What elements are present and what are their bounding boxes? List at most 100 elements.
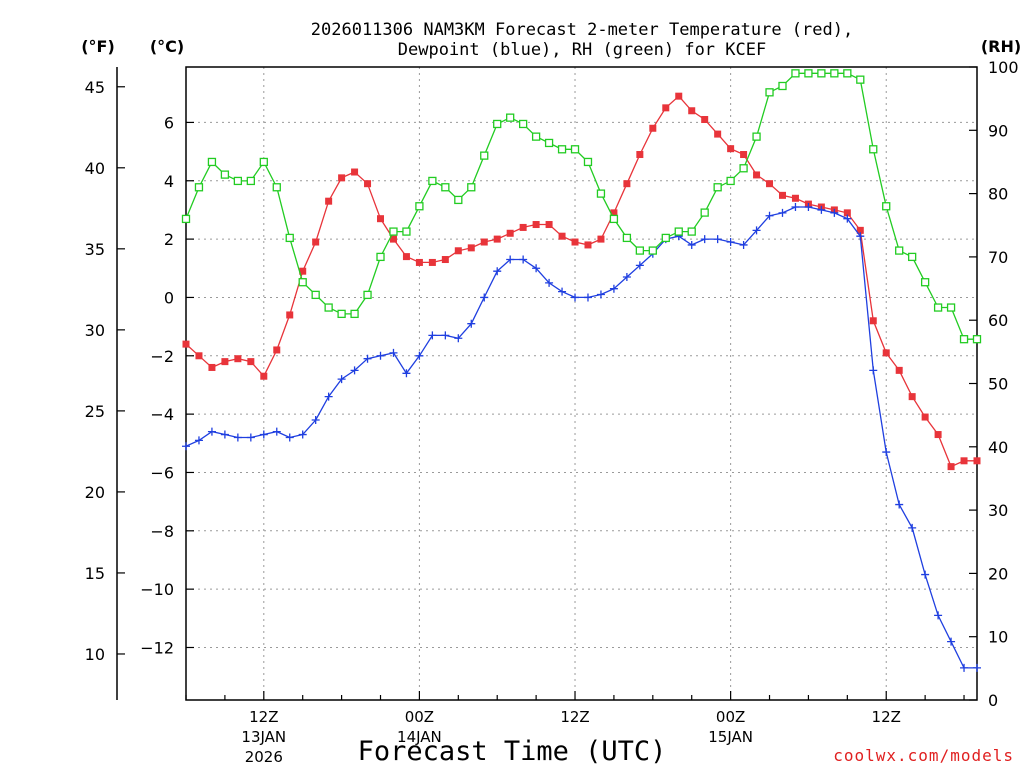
fahrenheit-tick-label: 10 [85,645,105,664]
time-tick-label: 00Z [405,708,434,726]
chart-title-line-2: Dewpoint (blue), RH (green) for KCEF [398,40,766,60]
dewpoint-point [791,203,800,212]
temperature-point [597,235,605,243]
dewpoint-point [337,375,346,384]
temperature-point [454,247,462,255]
dewpoint-point [311,415,320,424]
rh-tick-label: 30 [988,501,1008,520]
temperature-point [701,116,709,124]
temperature-point [195,352,203,360]
temperature-point [519,223,527,231]
rh-point [661,233,670,243]
rh-point [233,176,243,186]
time-tick-label: 00Z [716,708,745,726]
fahrenheit-tick-label: 25 [85,402,105,421]
rh-point [415,202,424,211]
dewpoint-point [480,293,489,302]
time-tick-label: 12Z [872,708,901,726]
rh-point [544,138,554,148]
unit-label-rh: (RH) [981,37,1021,56]
celsius-tick-label: 0 [164,288,174,307]
rh-point [402,227,411,236]
dewpoint-point [324,392,333,401]
rh-point [933,303,943,312]
rh-point [843,69,852,78]
temperature-point [649,124,657,132]
rh-point [817,69,826,78]
temperature-point [714,130,722,138]
dewpoint-point [558,287,567,296]
temperature-point [325,197,333,205]
temperature-point [973,457,981,465]
rh-point [895,246,904,255]
temperature-point [338,174,346,182]
temperature-point [960,457,968,465]
celsius-tick-label: 2 [164,230,174,249]
temperature-point [688,107,696,115]
temperature-point [247,358,255,366]
temperature-point [545,221,553,229]
dewpoint-point [363,354,372,363]
rh-point [207,157,217,167]
fahrenheit-tick-label: 45 [85,78,105,97]
rh-tick-label: 0 [988,691,998,710]
temperature-point [662,104,670,112]
rh-point [441,183,450,192]
temperature-point [947,463,955,471]
rh-point [648,246,657,255]
temperature-point [908,393,916,401]
series-rh [181,69,982,344]
rh-point [493,119,502,129]
dewpoint-point [739,240,748,249]
temperature-point [895,366,903,374]
dewpoint-point [415,351,424,360]
rh-point [609,214,619,224]
rh-tick-label: 10 [988,628,1008,647]
grid-lines [186,67,977,700]
dewpoint-point [506,255,515,264]
celsius-tick-label: −4 [150,405,174,424]
temperature-point [623,180,631,188]
temperature-point [273,346,281,354]
celsius-tick-label: −6 [150,463,174,482]
temperature-point [286,311,294,319]
chart-title-line-1: 2026011306 NAM3KM Forecast 2-meter Tempe… [311,20,853,40]
temperature-point [415,258,423,266]
rh-point [259,157,268,167]
rh-point [518,119,528,129]
time-date-label: 13JAN [241,728,286,746]
rh-tick-label: 70 [988,248,1008,267]
temperature-point [208,363,216,371]
dewpoint-point [947,637,956,646]
dewpoint-point [778,208,787,217]
dewpoint-point [389,348,398,357]
rh-tick-label: 90 [988,121,1008,140]
temperature-point [753,171,761,179]
rh-point [557,145,567,154]
dewpoint-point [830,208,839,217]
temperature-point [493,235,501,243]
temperature-point [934,431,942,439]
dewpoint-point [207,427,216,436]
temperature-point [364,180,372,188]
temperature-point [260,372,268,380]
rh-point [804,69,813,78]
temperature-point [299,267,307,275]
dewpoint-point [908,523,917,532]
temperature-point [377,215,385,223]
temperature-point [584,241,592,249]
rh-point [570,145,580,154]
rh-point [908,252,917,262]
temperature-point [856,226,864,234]
temperature-point [727,145,735,153]
temperature-point [234,355,242,363]
temperature-point [869,317,877,325]
temperature-point [441,256,449,264]
rh-point [531,132,541,141]
rh-point [700,208,709,217]
unit-label-celsius: (°C) [150,37,184,56]
rh-point [791,69,800,78]
celsius-tick-label: −10 [140,580,174,599]
temperature-point [791,194,799,202]
dewpoint-point [493,267,502,276]
